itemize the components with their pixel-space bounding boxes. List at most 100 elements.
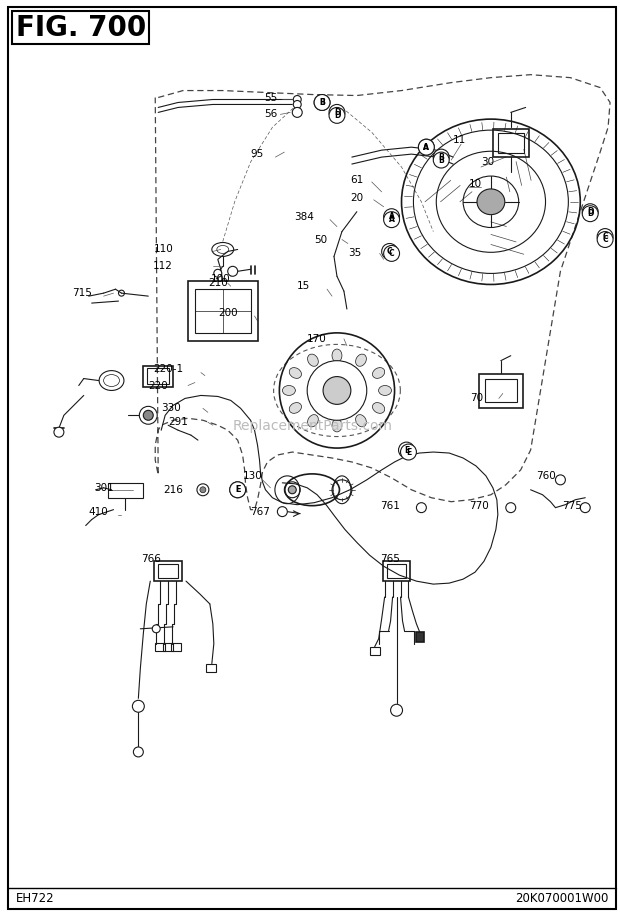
Circle shape <box>230 482 246 497</box>
Ellipse shape <box>356 354 366 366</box>
Circle shape <box>384 245 399 261</box>
Text: D: D <box>334 108 340 117</box>
Text: 765: 765 <box>379 554 399 564</box>
Circle shape <box>307 361 367 420</box>
Circle shape <box>433 149 449 165</box>
Text: 130: 130 <box>242 471 262 481</box>
Text: 200: 200 <box>218 308 237 318</box>
Text: E: E <box>235 485 241 495</box>
Circle shape <box>314 94 330 111</box>
Bar <box>143 365 173 387</box>
Ellipse shape <box>308 354 318 366</box>
Bar <box>154 562 182 581</box>
Circle shape <box>314 94 330 111</box>
Text: 35: 35 <box>348 248 362 258</box>
Circle shape <box>582 203 598 220</box>
Text: 20K070001W00: 20K070001W00 <box>515 892 608 905</box>
Bar <box>155 643 165 650</box>
Text: 770: 770 <box>469 501 489 510</box>
Text: A: A <box>389 213 394 221</box>
Text: B: B <box>319 98 325 107</box>
Bar <box>498 133 524 153</box>
Text: 95: 95 <box>250 149 264 159</box>
Ellipse shape <box>379 386 391 396</box>
Text: ReplacementParts.com: ReplacementParts.com <box>232 420 392 433</box>
Text: 55: 55 <box>265 93 278 103</box>
Text: 20: 20 <box>351 192 364 202</box>
Circle shape <box>329 107 345 124</box>
Text: D: D <box>334 111 340 120</box>
Text: 216: 216 <box>163 485 183 495</box>
Bar <box>195 289 250 333</box>
Ellipse shape <box>373 402 385 413</box>
Circle shape <box>277 507 287 517</box>
Text: E: E <box>404 445 409 454</box>
Text: 210: 210 <box>208 278 228 289</box>
Text: A: A <box>423 143 429 152</box>
Text: 11: 11 <box>453 136 466 146</box>
Bar <box>171 643 181 650</box>
Circle shape <box>293 101 301 108</box>
Bar <box>493 129 529 158</box>
Ellipse shape <box>332 419 342 431</box>
Circle shape <box>597 229 613 245</box>
Text: 112: 112 <box>153 261 173 271</box>
Ellipse shape <box>289 402 301 413</box>
Text: B: B <box>438 153 444 161</box>
Text: 56: 56 <box>265 109 278 119</box>
Circle shape <box>140 407 157 424</box>
Bar <box>158 564 178 578</box>
Circle shape <box>391 704 402 716</box>
Text: 760: 760 <box>536 471 556 481</box>
Text: 775: 775 <box>562 501 582 510</box>
Text: 70: 70 <box>470 393 483 403</box>
Text: D: D <box>587 207 593 216</box>
Text: 767: 767 <box>250 507 270 517</box>
Circle shape <box>597 232 613 247</box>
Text: 715: 715 <box>72 289 92 298</box>
Circle shape <box>153 625 160 633</box>
Circle shape <box>384 212 399 227</box>
Text: 220: 220 <box>148 380 168 390</box>
Text: 30: 30 <box>481 157 494 167</box>
Text: 220-1: 220-1 <box>153 364 183 374</box>
Bar <box>107 483 143 497</box>
Circle shape <box>133 747 143 757</box>
Circle shape <box>54 427 64 437</box>
Circle shape <box>200 486 206 493</box>
Text: C: C <box>602 235 608 244</box>
Circle shape <box>401 444 417 460</box>
Circle shape <box>143 410 153 420</box>
Bar <box>206 663 216 671</box>
Ellipse shape <box>283 386 295 396</box>
Text: C: C <box>387 247 392 256</box>
Text: 291: 291 <box>168 418 188 427</box>
Text: E: E <box>235 485 241 495</box>
Text: 61: 61 <box>350 175 364 185</box>
Text: A: A <box>423 143 429 152</box>
Bar <box>163 643 173 650</box>
Ellipse shape <box>289 367 301 378</box>
Text: B: B <box>438 156 444 165</box>
Circle shape <box>382 244 397 259</box>
Text: C: C <box>389 249 394 258</box>
Bar <box>370 647 379 655</box>
Circle shape <box>293 95 301 104</box>
Text: B: B <box>319 98 325 107</box>
Circle shape <box>418 139 434 155</box>
Circle shape <box>418 139 434 155</box>
Text: 410: 410 <box>89 507 108 517</box>
Text: 330: 330 <box>161 403 181 413</box>
Circle shape <box>329 104 345 120</box>
Bar <box>12 11 149 44</box>
Text: A: A <box>389 215 394 224</box>
Circle shape <box>228 267 237 277</box>
Bar <box>148 367 169 384</box>
Text: 15: 15 <box>297 281 310 291</box>
Circle shape <box>230 482 246 497</box>
Text: C: C <box>602 232 608 241</box>
Bar <box>188 281 257 341</box>
Bar <box>383 562 410 581</box>
Bar <box>417 632 424 642</box>
Circle shape <box>506 503 516 513</box>
